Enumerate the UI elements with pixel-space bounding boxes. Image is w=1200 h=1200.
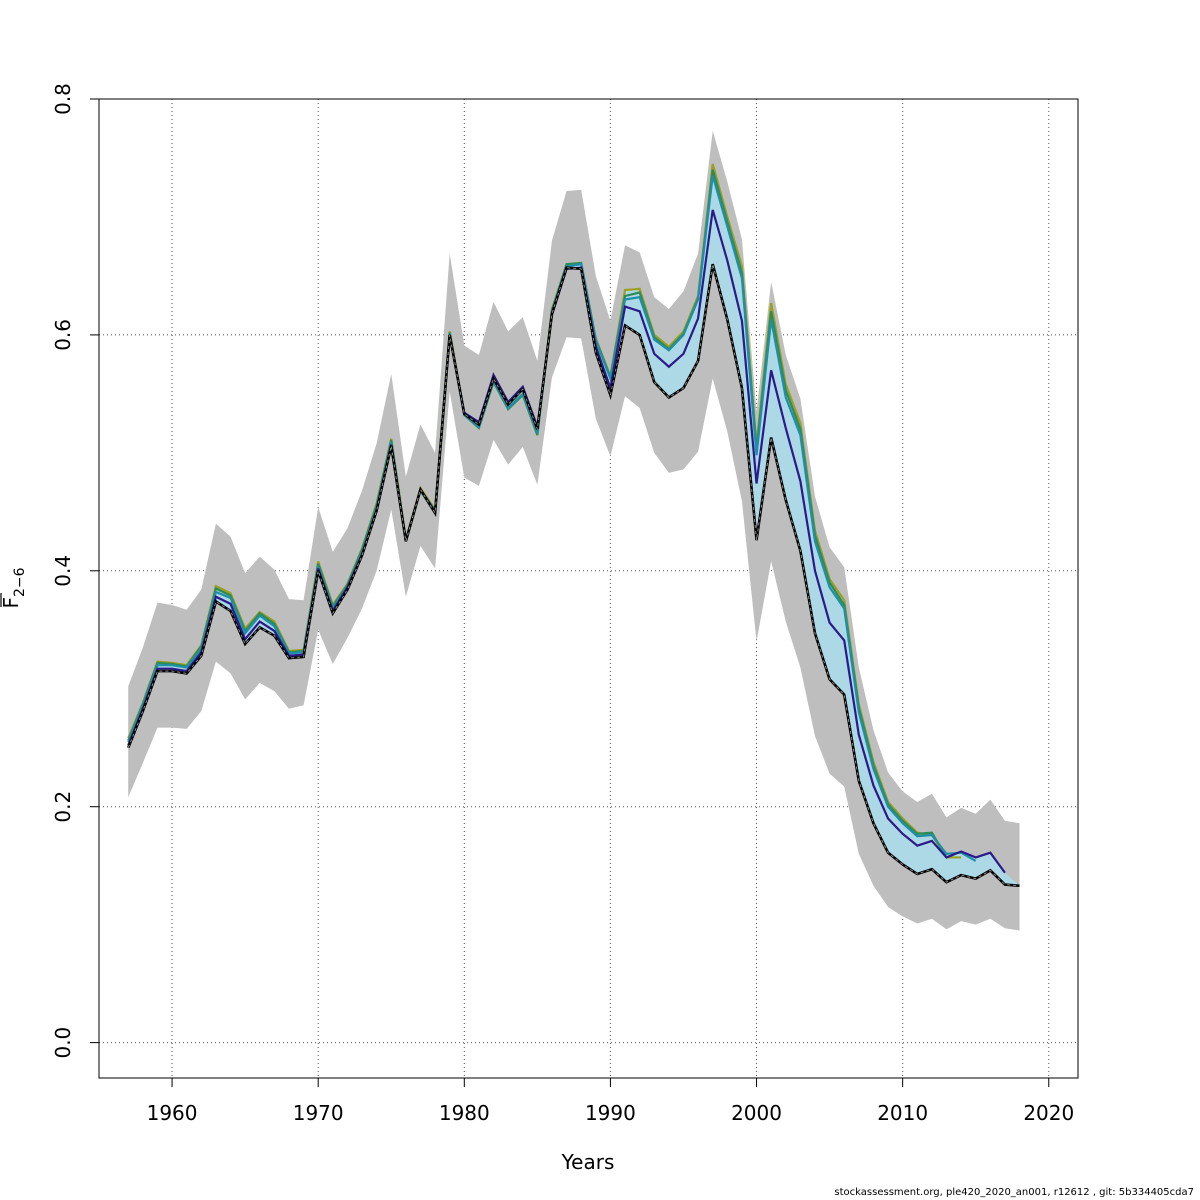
y-axis: 0.0 0.2 0.4 0.6 0.8 — [51, 83, 100, 1059]
x-tick-label: 2000 — [731, 1101, 782, 1125]
svg-text:F2−6: F2−6 — [0, 567, 28, 608]
y-tick-label: 0.8 — [51, 83, 75, 115]
x-tick-label: 1960 — [147, 1101, 198, 1125]
x-tick-label: 1970 — [293, 1101, 344, 1125]
y-tick-label: 0.4 — [51, 555, 75, 587]
footer-source-note: stockassessment.org, ple420_2020_an001, … — [834, 1187, 1194, 1198]
x-tick-label: 1990 — [585, 1101, 636, 1125]
series-lines — [127, 163, 1020, 888]
y-tick-label: 0.2 — [51, 791, 75, 823]
y-tick-label: 0.0 — [51, 1027, 75, 1059]
y-tick-label: 0.6 — [51, 319, 75, 351]
x-tick-label: 2020 — [1023, 1101, 1074, 1125]
x-axis: 1960 1970 1980 1990 2000 2010 2020 — [147, 1077, 1074, 1125]
x-tick-label: 2010 — [877, 1101, 928, 1125]
series-line-base-dash — [127, 264, 1020, 887]
y-axis-title-sub: 2−6 — [12, 567, 28, 597]
x-tick-label: 1980 — [439, 1101, 490, 1125]
data-layer — [127, 130, 1020, 931]
y-axis-title-main: F — [0, 597, 23, 609]
y-axis-title: F2−6 — [0, 567, 28, 608]
x-axis-title: Years — [561, 1150, 615, 1174]
